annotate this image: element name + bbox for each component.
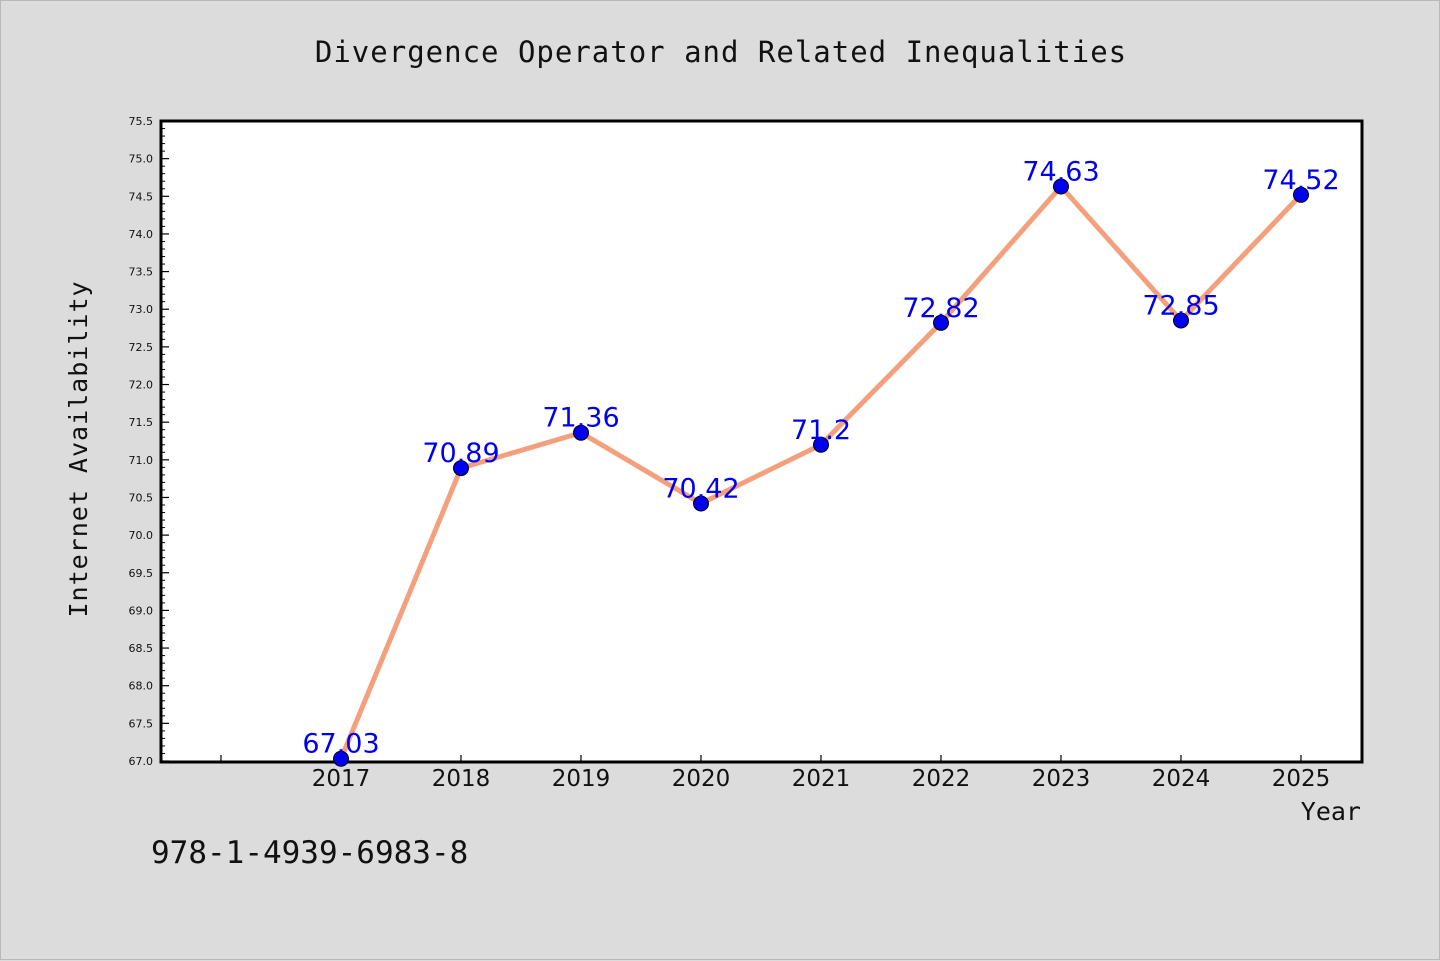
y-tick-label: 75.5 — [129, 115, 154, 128]
y-axis-label: Internet Availability — [64, 280, 93, 617]
y-tick-label: 71.5 — [129, 416, 154, 429]
y-tick-label: 68.5 — [129, 642, 154, 655]
y-tick-label: 72.5 — [129, 341, 154, 354]
x-tick-label: 2022 — [912, 766, 971, 792]
data-point — [933, 314, 949, 331]
y-tick-label: 72.0 — [129, 379, 154, 392]
data-points — [333, 178, 1309, 767]
data-label: 71.2 — [791, 415, 851, 446]
y-tick-label: 74.0 — [129, 228, 154, 241]
isbn-text: 978-1-4939-6983-8 — [151, 835, 469, 871]
y-tick-label: 69.0 — [129, 604, 154, 617]
data-label: 67.03 — [302, 729, 379, 760]
x-tick-label: 2024 — [1152, 766, 1211, 792]
x-axis: 2017 2018 2019 2020 2021 2022 2023 2024 2025 — [220, 755, 1331, 792]
y-axis: 67.0 67.5 68.0 68.5 69.0 69.5 70.0 70.5 71.0 71.5… — [129, 115, 169, 768]
data-label: 74.63 — [1022, 157, 1099, 188]
x-tick-label: 2017 — [312, 766, 371, 792]
y-tick-label: 75.0 — [129, 153, 154, 166]
x-axis-label: Year — [1301, 797, 1361, 826]
y-tick-label: 73.0 — [129, 303, 154, 316]
y-tick-label: 67.5 — [129, 717, 154, 730]
data-label: 72.85 — [1142, 291, 1219, 322]
x-tick-label: 2020 — [672, 766, 731, 792]
x-tick-label: 2019 — [552, 766, 611, 792]
data-point — [333, 750, 349, 767]
data-label: 72.82 — [902, 293, 979, 324]
data-label: 70.42 — [662, 473, 739, 504]
chart-title: Divergence Operator and Related Inequali… — [314, 35, 1128, 69]
plot-area — [159, 119, 1364, 764]
data-label: 71.36 — [542, 403, 619, 434]
data-point — [573, 424, 589, 441]
y-tick-label: 70.0 — [129, 529, 154, 542]
data-point — [1173, 312, 1189, 329]
data-labels: 67.03 70.89 71.36 70.42 71.2 72.82 74.63 72.85 7… — [302, 157, 1339, 760]
data-point — [813, 436, 829, 453]
y-tick-label: 71.0 — [129, 454, 154, 467]
y-tick-label: 70.5 — [129, 491, 154, 504]
data-label: 74.52 — [1262, 165, 1339, 196]
data-point — [453, 460, 469, 477]
x-tick-label: 2023 — [1032, 766, 1091, 792]
y-tick-label: 73.5 — [129, 266, 154, 279]
y-tick-label: 69.5 — [129, 567, 154, 580]
y-tick-label: 74.5 — [129, 190, 154, 203]
data-point — [1053, 178, 1069, 195]
y-tick-label: 67.0 — [129, 755, 154, 768]
x-tick-label: 2025 — [1272, 766, 1331, 792]
x-tick-label: 2018 — [432, 766, 491, 792]
data-point — [693, 495, 709, 512]
x-tick-label: 2021 — [792, 766, 851, 792]
data-label: 70.89 — [422, 438, 499, 469]
data-point — [1293, 186, 1309, 203]
y-tick-label: 68.0 — [129, 680, 154, 693]
